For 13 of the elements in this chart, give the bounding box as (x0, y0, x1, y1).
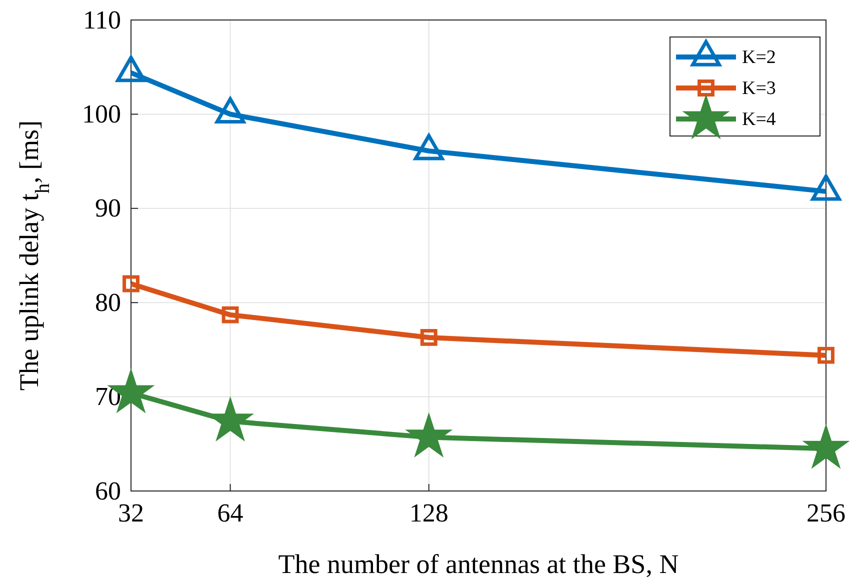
y-tick-label: 60 (95, 476, 121, 506)
x-tick-label: 128 (409, 498, 448, 528)
y-tick-label: 80 (95, 288, 121, 317)
x-tick-label: 64 (217, 498, 244, 528)
legend-label: K=2 (742, 47, 776, 68)
y-tick-label: 90 (95, 194, 121, 223)
legend-label: K=3 (742, 78, 776, 99)
legend-label: K=4 (742, 109, 776, 130)
x-tick-label: 256 (806, 498, 846, 528)
x-axis-title: The number of antennas at the BS, N (278, 549, 679, 579)
y-tick-label: 110 (82, 5, 121, 34)
x-tick-label: 32 (118, 498, 144, 528)
y-tick-label: 100 (82, 100, 121, 129)
